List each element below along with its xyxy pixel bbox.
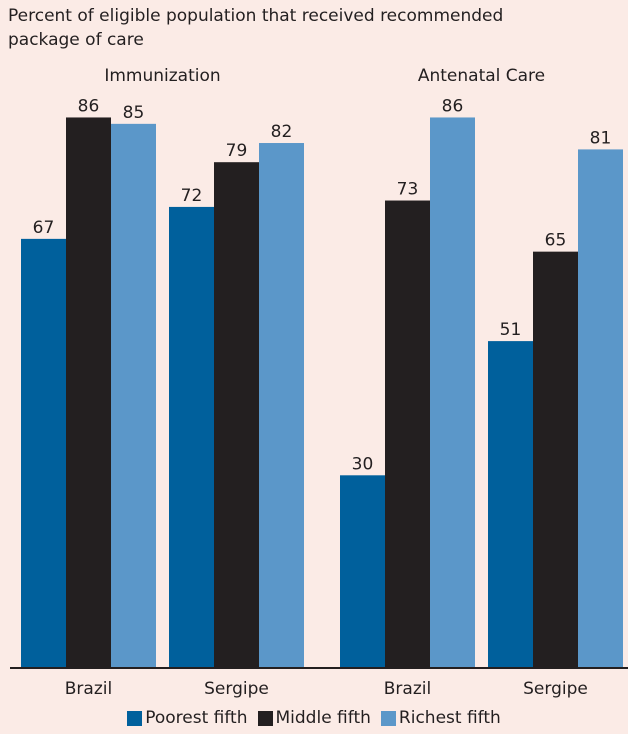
- legend-label-richest-fifth: Richest fifth: [398, 708, 501, 728]
- group-label-antenatal-care: Antenatal Care: [418, 66, 545, 86]
- value-label-immunization-sergipe-richest-fifth: 82: [271, 122, 293, 142]
- bar-immunization-sergipe-poorest-fifth: [169, 206, 214, 668]
- chart-title: Percent of eligible population that rece…: [8, 6, 504, 50]
- bar-immunization-brazil-richest-fifth: [111, 123, 156, 668]
- value-label-antenatal-care-sergipe-middle-fifth: 65: [545, 231, 567, 251]
- category-label-immunization-sergipe: Sergipe: [204, 679, 269, 699]
- value-label-antenatal-care-sergipe-richest-fifth: 81: [590, 128, 612, 148]
- legend-item-richest-fifth: Richest fifth: [380, 708, 501, 728]
- bar-immunization-sergipe-richest-fifth: [259, 143, 304, 667]
- category-label-antenatal-care-sergipe: Sergipe: [523, 679, 588, 699]
- legend-label-poorest-fifth: Poorest fifth: [145, 708, 248, 728]
- legend-item-poorest-fifth: Poorest fifth: [127, 708, 248, 728]
- group-label-immunization: Immunization: [104, 66, 220, 86]
- value-label-immunization-sergipe-poorest-fifth: 72: [181, 186, 203, 206]
- value-label-antenatal-care-brazil-poorest-fifth: 30: [352, 454, 374, 474]
- value-label-antenatal-care-brazil-richest-fifth: 86: [442, 96, 464, 116]
- bar-antenatal-care-brazil-middle-fifth: [385, 200, 430, 667]
- bar-antenatal-care-brazil-richest-fifth: [430, 117, 475, 667]
- category-label-immunization-brazil: Brazil: [65, 679, 112, 699]
- bar-antenatal-care-sergipe-poorest-fifth: [488, 341, 533, 667]
- bar-immunization-sergipe-middle-fifth: [214, 162, 259, 667]
- value-label-immunization-brazil-poorest-fifth: 67: [33, 218, 55, 238]
- chart-legend: Poorest fifth Middle fifth Richest fifth: [0, 708, 628, 728]
- value-label-antenatal-care-sergipe-poorest-fifth: 51: [500, 320, 522, 340]
- value-label-immunization-brazil-richest-fifth: 85: [123, 103, 145, 123]
- legend-item-middle-fifth: Middle fifth: [257, 708, 371, 728]
- bar-antenatal-care-sergipe-middle-fifth: [533, 251, 578, 667]
- bar-antenatal-care-sergipe-richest-fifth: [578, 149, 623, 667]
- bar-immunization-brazil-poorest-fifth: [21, 238, 66, 667]
- bar-antenatal-care-brazil-poorest-fifth: [340, 475, 385, 667]
- legend-swatch-middle-fifth: [257, 710, 273, 726]
- bar-chart: Immunization Antenatal Care 67 86 85 72 79 82 3…: [10, 66, 628, 699]
- value-label-immunization-brazil-middle-fifth: 86: [78, 96, 100, 116]
- value-label-immunization-sergipe-middle-fifth: 79: [226, 141, 248, 161]
- bar-immunization-brazil-middle-fifth: [66, 117, 111, 667]
- value-label-antenatal-care-brazil-middle-fifth: 73: [397, 180, 419, 200]
- legend-label-middle-fifth: Middle fifth: [275, 708, 371, 728]
- legend-swatch-poorest-fifth: [127, 710, 143, 726]
- legend-swatch-richest-fifth: [380, 710, 396, 726]
- category-label-antenatal-care-brazil: Brazil: [384, 679, 431, 699]
